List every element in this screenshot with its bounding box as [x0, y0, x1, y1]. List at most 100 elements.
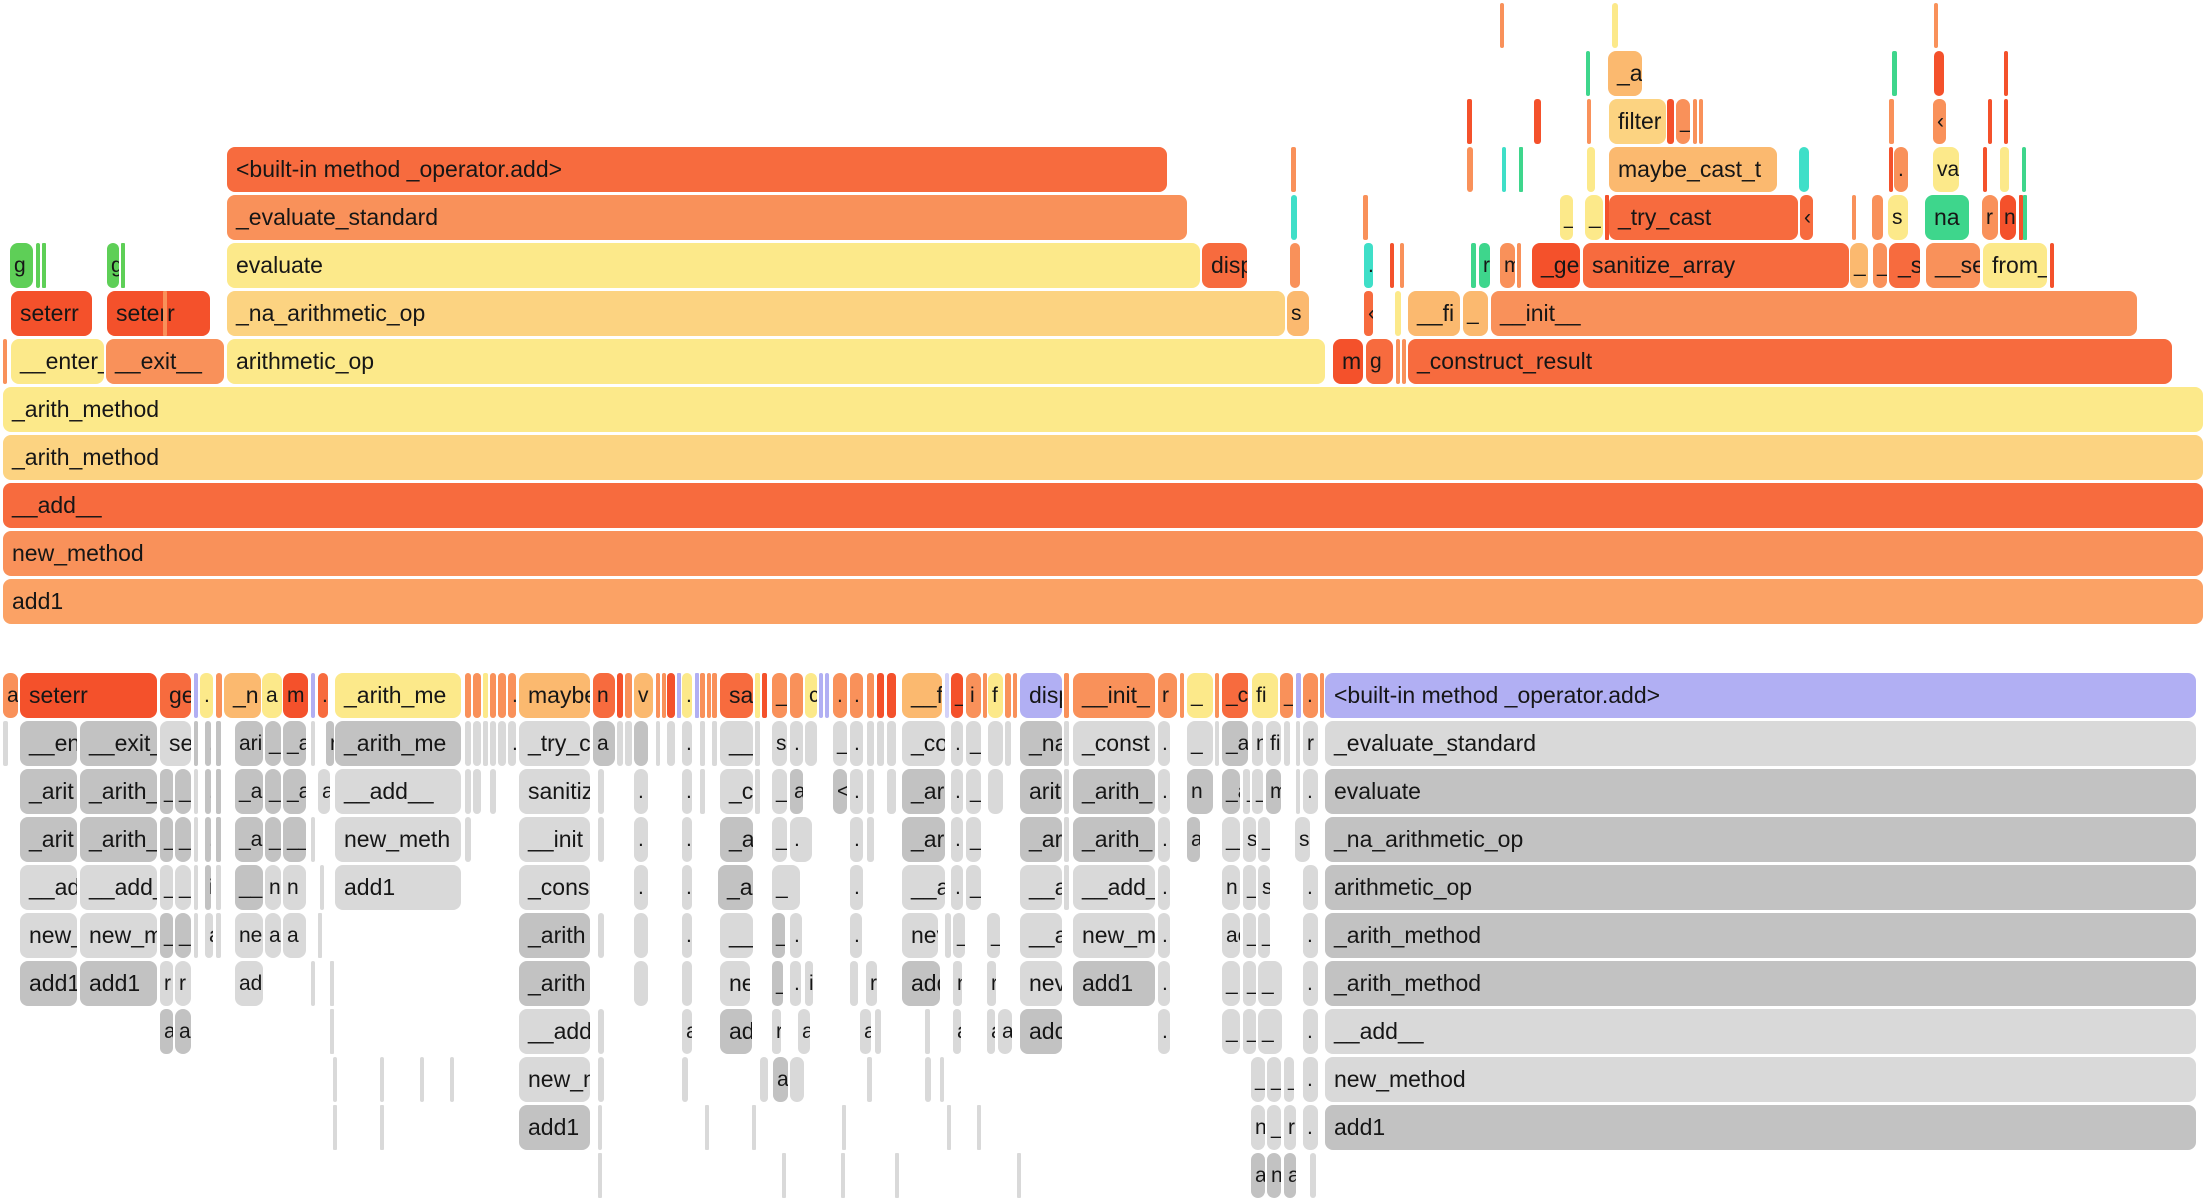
frame-sliver[interactable]	[712, 721, 717, 766]
frame-g[interactable]: g	[10, 243, 33, 288]
frame-r[interactable]: r	[1479, 243, 1490, 288]
frame--[interactable]: .	[1303, 913, 1318, 958]
frame-sliver[interactable]	[760, 1057, 768, 1102]
frame--[interactable]: .	[1303, 1057, 1318, 1102]
frame-_a[interactable]: _a	[1222, 721, 1248, 766]
frame-a[interactable]: a	[798, 1009, 810, 1054]
frame-arit[interactable]: arit	[1020, 769, 1062, 814]
frame-_[interactable]: _	[987, 913, 1000, 958]
frame-evaluate[interactable]: evaluate	[1325, 769, 2196, 814]
frame-s[interactable]: s	[1888, 195, 1908, 240]
frame-_[interactable]: _	[1252, 769, 1263, 814]
frame-a[interactable]: a	[593, 721, 615, 766]
frame-sliver[interactable]	[1699, 99, 1703, 144]
frame-_arith_method[interactable]: _arith_method	[1325, 961, 2196, 1006]
frame-n[interactable]: n	[265, 865, 281, 910]
frame-sliver[interactable]	[1363, 195, 1368, 240]
frame-m[interactable]: m	[283, 673, 308, 718]
frame-r[interactable]: r	[987, 961, 996, 1006]
frame-_[interactable]: _	[1676, 99, 1690, 144]
frame-_[interactable]: _	[175, 913, 191, 958]
frame-sliver[interactable]	[1284, 721, 1290, 766]
frame-a[interactable]: a	[175, 1009, 191, 1054]
frame-g[interactable]: g	[107, 243, 119, 288]
frame-sliver[interactable]	[1471, 243, 1476, 288]
frame-_[interactable]: _	[160, 865, 173, 910]
frame-__[interactable]: __	[1222, 817, 1240, 862]
frame-sliver[interactable]	[1296, 721, 1300, 766]
frame-sliver[interactable]	[617, 673, 623, 718]
frame-filter[interactable]: filter	[1609, 99, 1666, 144]
frame-sliver[interactable]	[1852, 195, 1856, 240]
frame--[interactable]: .	[1158, 817, 1170, 862]
frame-maybe_cast_t[interactable]: maybe_cast_t	[1609, 147, 1777, 192]
frame-_[interactable]: _	[1243, 913, 1256, 958]
frame-_[interactable]: _	[175, 769, 191, 814]
frame-new_method[interactable]: new_method	[1325, 1057, 2196, 1102]
frame-sliver[interactable]	[2022, 147, 2026, 192]
frame--built-in-method-_operator-add-[interactable]: <built-in method _operator.add>	[227, 147, 1167, 192]
frame-_[interactable]: _	[772, 817, 787, 862]
frame-sliver[interactable]	[842, 1105, 846, 1150]
frame-sliver[interactable]	[790, 673, 803, 718]
frame-sliver[interactable]	[925, 1009, 930, 1054]
frame--[interactable]: .	[850, 721, 863, 766]
frame-new_method[interactable]: new_method	[3, 531, 2203, 576]
frame--[interactable]: .	[682, 769, 692, 814]
frame-_na_arithmetic_op[interactable]: _na_arithmetic_op	[1325, 817, 2196, 862]
frame-_[interactable]: _	[772, 769, 787, 814]
frame-sliver[interactable]	[1519, 147, 1523, 192]
frame--[interactable]: .	[850, 769, 863, 814]
frame--[interactable]: .	[790, 961, 801, 1006]
frame--[interactable]: .	[634, 865, 648, 910]
frame-s[interactable]: s	[772, 721, 787, 766]
frame-_[interactable]: _	[966, 817, 981, 862]
frame-evaluate[interactable]: evaluate	[227, 243, 1200, 288]
frame-_[interactable]: _	[772, 961, 783, 1006]
frame-_ar[interactable]: _ar	[902, 817, 945, 862]
frame-sliver[interactable]	[465, 721, 471, 766]
frame-sliver[interactable]	[498, 673, 506, 718]
frame-_[interactable]: _	[160, 913, 173, 958]
frame--[interactable]: .	[790, 721, 803, 766]
frame-adc[interactable]: adc	[1020, 1009, 1062, 1054]
frame-sliver[interactable]	[712, 673, 717, 718]
frame-sliver[interactable]	[1400, 243, 1404, 288]
frame-disp[interactable]: disp	[1020, 673, 1062, 718]
frame-sliver[interactable]	[1215, 721, 1219, 766]
frame-sliver[interactable]	[2023, 195, 2027, 240]
frame-r[interactable]: r	[160, 961, 173, 1006]
frame-sliver[interactable]	[194, 721, 198, 766]
frame--[interactable]: .	[1158, 769, 1170, 814]
frame-sliver[interactable]	[1889, 147, 1893, 192]
frame-_a[interactable]: _a	[235, 769, 263, 814]
frame-_[interactable]: _	[160, 769, 173, 814]
frame-r[interactable]: r	[866, 961, 877, 1006]
frame-_arith_me[interactable]: _arith_me	[335, 673, 461, 718]
frame-_ge[interactable]: _ge	[1532, 243, 1580, 288]
frame-sliver[interactable]	[988, 721, 1003, 766]
frame-sliver[interactable]	[1988, 99, 1992, 144]
frame-_const[interactable]: _const	[1073, 721, 1155, 766]
frame-i[interactable]: i	[966, 673, 981, 718]
frame-add1[interactable]: add1	[1325, 1105, 2196, 1150]
frame--[interactable]: .	[200, 673, 213, 718]
frame-_arith_method[interactable]: _arith_method	[3, 435, 2203, 480]
frame--[interactable]: .	[951, 865, 963, 910]
frame-sliver[interactable]	[2004, 51, 2008, 96]
frame--[interactable]: .	[216, 817, 221, 862]
frame-sliver[interactable]	[1005, 721, 1011, 766]
frame-sliver[interactable]	[805, 721, 817, 766]
frame-__add_[interactable]: __add_	[1073, 865, 1155, 910]
frame--[interactable]: .	[1303, 1105, 1318, 1150]
frame-_[interactable]: _	[1243, 1009, 1256, 1054]
frame-__[interactable]: __	[283, 817, 306, 862]
frame-sliver[interactable]	[700, 769, 705, 814]
frame-_na[interactable]: _na	[1020, 721, 1062, 766]
frame-sliver[interactable]	[330, 1009, 334, 1054]
frame-_try_cast[interactable]: _try_cast	[1609, 195, 1798, 240]
frame-a[interactable]: a	[3, 673, 18, 718]
frame-sliver[interactable]	[1693, 99, 1697, 144]
frame-_[interactable]: _	[833, 721, 847, 766]
frame-sliver[interactable]	[983, 673, 987, 718]
